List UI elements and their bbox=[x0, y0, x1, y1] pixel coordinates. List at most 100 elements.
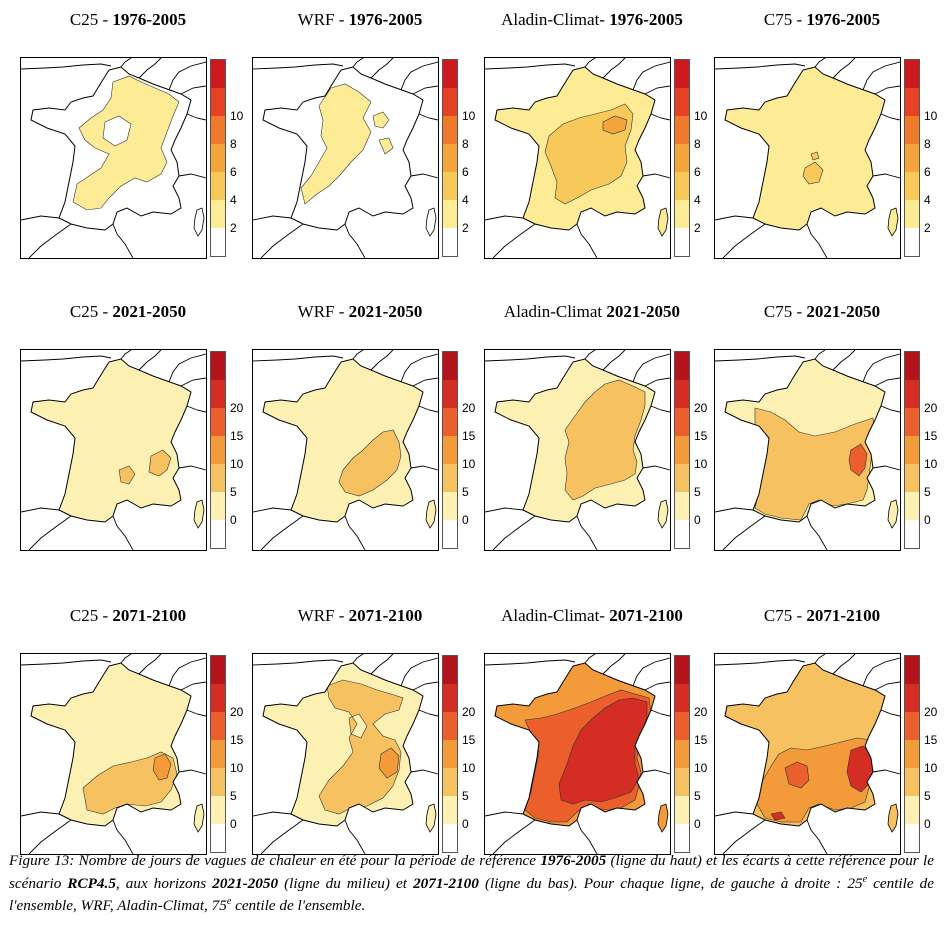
border-line bbox=[492, 515, 536, 550]
corsica-island bbox=[425, 803, 437, 833]
france-map bbox=[253, 350, 438, 550]
colorbar-segment bbox=[211, 796, 225, 824]
colorbar-tick-label: 6 bbox=[924, 165, 931, 179]
border-line bbox=[253, 507, 292, 513]
colorbar-segment bbox=[675, 116, 689, 144]
colorbar-segment bbox=[211, 492, 225, 520]
colorbar-tick-label: 5 bbox=[230, 789, 237, 803]
zone-contour bbox=[784, 761, 810, 789]
caption-text-5: (ligne du bas). Pour chaque ligne, de ga… bbox=[478, 874, 863, 892]
colorbar-segment bbox=[905, 172, 919, 200]
colorbar-segment bbox=[675, 88, 689, 116]
caption-sup-1: e bbox=[862, 873, 868, 885]
border-line bbox=[112, 223, 134, 258]
colorbar-tick-label: 20 bbox=[924, 401, 938, 415]
panel-period: 1976-2005 bbox=[112, 10, 187, 29]
panel-period: 2071-2100 bbox=[806, 606, 881, 625]
colorbar-segment bbox=[211, 824, 225, 852]
zone-contour bbox=[152, 753, 172, 781]
border-line bbox=[576, 819, 598, 854]
border-line bbox=[715, 659, 806, 666]
colorbar bbox=[442, 655, 458, 853]
zone-contour bbox=[378, 747, 400, 779]
panel-period: 1976-2005 bbox=[348, 10, 423, 29]
colorbar-tick-label: 20 bbox=[694, 705, 708, 719]
map-frame bbox=[484, 57, 671, 259]
zone-contour bbox=[564, 379, 646, 501]
colorbar-segment bbox=[675, 656, 689, 684]
map-panel: C75 - 2071-2100 0 5 10 15 20 bbox=[706, 606, 938, 891]
map-frame bbox=[252, 349, 439, 551]
border-line bbox=[584, 654, 596, 664]
border-line bbox=[814, 350, 826, 360]
colorbar-segment bbox=[211, 352, 225, 380]
colorbar-segment bbox=[211, 768, 225, 796]
colorbar-segment bbox=[675, 768, 689, 796]
border-line bbox=[832, 654, 856, 675]
france-map bbox=[253, 58, 438, 258]
border-line bbox=[253, 355, 344, 362]
corsica-island bbox=[657, 499, 669, 529]
france-outline bbox=[724, 662, 886, 827]
border-line bbox=[485, 355, 576, 362]
zone-contour bbox=[602, 115, 628, 135]
colorbar-segment bbox=[443, 88, 457, 116]
colorbar-tick-label: 2 bbox=[694, 221, 701, 235]
panel-title: C75 - 1976-2005 bbox=[706, 10, 938, 30]
colorbar-tick-label: 4 bbox=[230, 193, 237, 207]
border-line bbox=[880, 709, 900, 717]
border-line bbox=[178, 465, 206, 471]
map-frame bbox=[714, 57, 901, 259]
colorbar-segment bbox=[443, 380, 457, 408]
border-line bbox=[410, 769, 438, 775]
colorbar-tick-label: 20 bbox=[230, 401, 244, 415]
colorbar-tick-label: 6 bbox=[230, 165, 237, 179]
colorbar bbox=[904, 351, 920, 549]
colorbar-tick-label: 20 bbox=[694, 401, 708, 415]
colorbar-segment bbox=[211, 144, 225, 172]
colorbar-tick-label: 8 bbox=[462, 137, 469, 151]
colorbar-segment bbox=[905, 656, 919, 684]
colorbar-segment bbox=[675, 228, 689, 256]
colorbar-tick-label: 20 bbox=[462, 705, 476, 719]
panel-period: 2071-2100 bbox=[609, 606, 683, 625]
colorbar-tick-label: 8 bbox=[230, 137, 237, 151]
border-line bbox=[120, 654, 132, 664]
colorbar-segment bbox=[443, 656, 457, 684]
border-line bbox=[722, 223, 766, 258]
border-line bbox=[400, 657, 438, 687]
border-line bbox=[806, 819, 828, 854]
colorbar-tick-label: 2 bbox=[462, 221, 469, 235]
colorbar-tick-label: 15 bbox=[462, 429, 476, 443]
colorbar bbox=[442, 351, 458, 549]
colorbar-segment bbox=[905, 408, 919, 436]
colorbar bbox=[674, 655, 690, 853]
colorbar-tick-label: 8 bbox=[924, 137, 931, 151]
border-line bbox=[344, 515, 366, 550]
zone-group bbox=[263, 663, 423, 826]
colorbar-segment bbox=[675, 492, 689, 520]
panel-title: C25 - 2021-2050 bbox=[12, 302, 244, 322]
border-line bbox=[644, 377, 670, 387]
border-line bbox=[872, 769, 900, 775]
colorbar bbox=[210, 59, 226, 257]
corsica-island bbox=[193, 207, 205, 237]
colorbar-segment bbox=[211, 656, 225, 684]
map-panel: C25 - 2021-2050 0 5 10 15 20 bbox=[12, 302, 244, 587]
zone-base bbox=[31, 359, 191, 522]
caption-text-4: (ligne du milieu) et bbox=[278, 874, 414, 892]
corsica-island bbox=[887, 499, 899, 529]
zone-contour bbox=[300, 83, 394, 205]
colorbar-segment bbox=[675, 520, 689, 548]
france-outline bbox=[724, 358, 886, 523]
zone-contour bbox=[72, 75, 180, 211]
colorbar-tick-label: 5 bbox=[462, 789, 469, 803]
colorbar-tick-label: 10 bbox=[694, 761, 708, 775]
colorbar-tick-label: 10 bbox=[230, 761, 244, 775]
border-line bbox=[370, 58, 394, 79]
colorbar-segment bbox=[675, 796, 689, 824]
colorbar bbox=[904, 655, 920, 853]
border-line bbox=[880, 405, 900, 413]
colorbar bbox=[210, 351, 226, 549]
colorbar-tick-label: 20 bbox=[230, 705, 244, 719]
